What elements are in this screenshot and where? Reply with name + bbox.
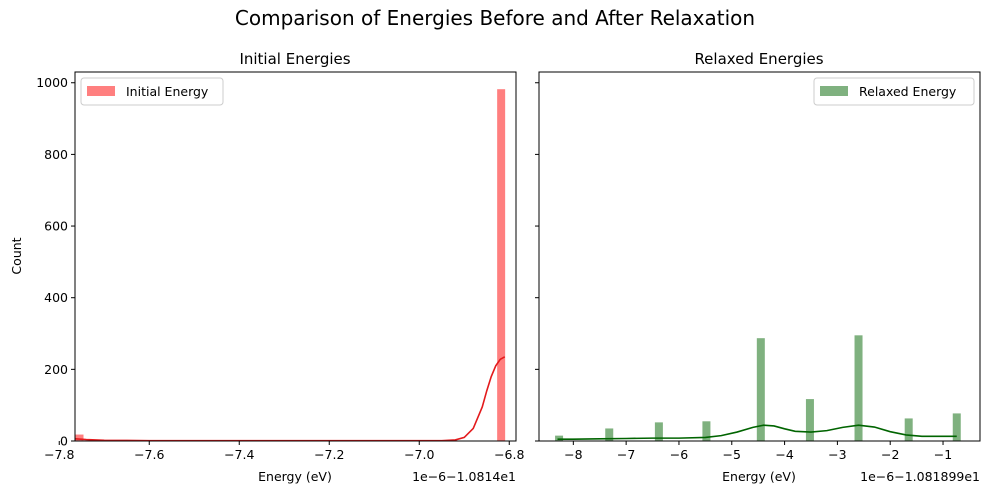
y-axis-label: Count [9,237,24,274]
legend-label: Relaxed Energy [859,84,957,99]
y-tick-label: 400 [44,290,68,305]
kde-curve [557,424,957,441]
y-tick-label: 800 [44,147,68,162]
figure-title: Comparison of Energies Before and After … [235,6,755,30]
legend-label: Initial Energy [126,84,209,99]
histogram-bar [654,422,663,441]
histogram-bar [605,428,614,441]
x-axis-label: Energy (eV) [258,469,332,484]
relaxed-energies-panel: Relaxed Energies −8 −7 −6 −5 −4 −3 −2 −1 Energy… [535,50,981,484]
kde-curve [74,356,506,442]
x-offset-text: 1e−6−1.0814e1 [412,469,516,484]
panel-title: Relaxed Energies [694,50,823,68]
legend: Initial Energy [80,77,224,106]
legend: Relaxed Energy [813,77,975,106]
histogram-bar [756,338,765,441]
histogram-bar [497,89,506,441]
legend-swatch [87,86,115,96]
x-tick-label: −2 [881,447,899,462]
x-tick-label: −1 [934,447,952,462]
plot-frame [74,71,517,442]
initial-energies-panel: Initial Energies −7.8 −7.6 −7.4 −7.2 −7.0 −6.… [9,50,524,484]
x-tick-label: −6.8 [494,447,524,462]
panel-title: Initial Energies [239,50,350,68]
x-tick-label: −7 [617,447,635,462]
x-axis-label: Energy (eV) [722,469,796,484]
histogram-bar [854,335,863,441]
x-tick-label: −3 [828,447,846,462]
x-tick-label: −7.6 [134,447,164,462]
legend-box [80,77,224,106]
x-tick-label: −7.4 [224,447,254,462]
x-offset-text: 1e−6−1.081899e1 [860,469,980,484]
plot-frame [538,71,981,442]
kde-line [74,356,506,442]
x-tick-label: −7.2 [314,447,344,462]
x-tick-label: −6 [670,447,688,462]
x-axis-ticks: −8 −7 −6 −5 −4 −3 −2 −1 [564,441,952,462]
legend-box [813,77,975,106]
histogram-bar [702,421,711,441]
legend-swatch [820,86,848,96]
y-tick-label: 600 [44,219,68,234]
histogram-bar [904,418,913,441]
histogram-bar [952,413,961,441]
x-tick-label: −5 [723,447,741,462]
x-tick-label: −7.8 [44,447,74,462]
x-axis-ticks: −7.8 −7.6 −7.4 −7.2 −7.0 −6.8 [44,441,524,462]
y-tick-label: 0 [60,434,68,449]
bars [75,89,506,441]
x-tick-label: −8 [564,447,582,462]
y-tick-label: 1000 [36,75,68,90]
histogram-bar [555,435,564,441]
y-axis-ticks [535,82,539,442]
histogram-bar [75,434,84,441]
x-tick-label: −7.0 [404,447,434,462]
x-tick-label: −4 [775,447,793,462]
y-tick-label: 200 [44,362,68,377]
kde-line [557,424,957,441]
bars [555,335,961,441]
y-axis-ticks: 0 200 400 600 800 1000 [36,75,75,449]
histogram-bar [805,399,814,441]
